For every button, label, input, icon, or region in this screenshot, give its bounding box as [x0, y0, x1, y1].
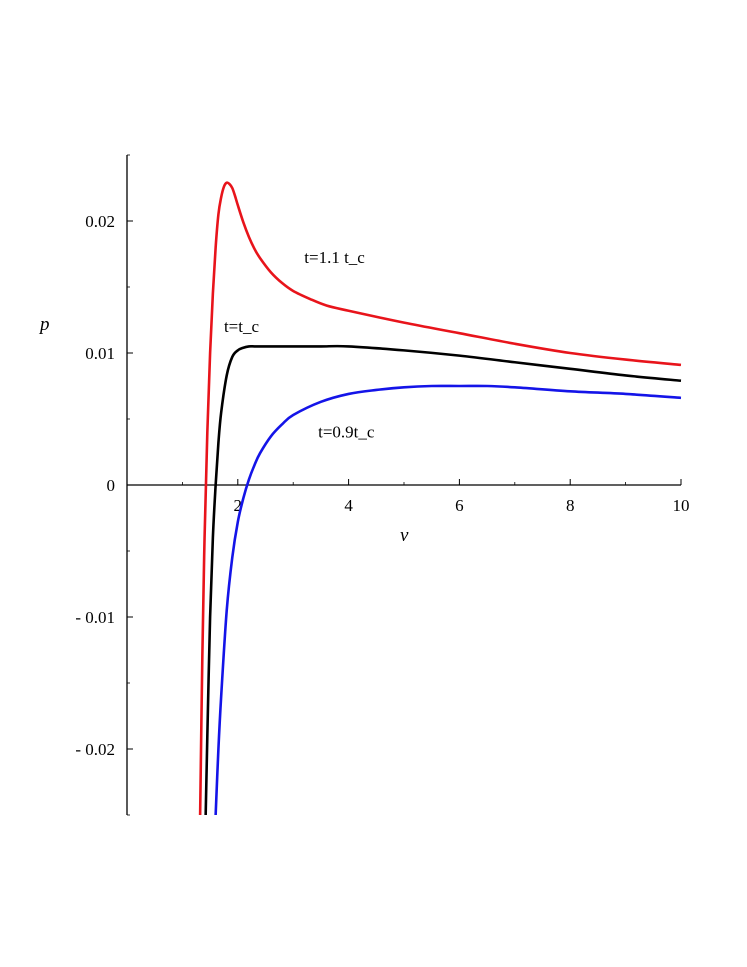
x-tick-label: 4 [344, 496, 353, 515]
curve-annotation: t=0.9t_c [318, 422, 375, 441]
x-axis-label: v [400, 525, 409, 546]
x-tick-label: 2 [234, 496, 243, 515]
series-group [198, 181, 682, 815]
series-line-2 [214, 384, 682, 815]
x-tick-label: 10 [673, 496, 690, 515]
annotations: t=1.1 t_c t=t_c t=0.9t_c [224, 248, 375, 441]
y-tick-label: 0.02 [85, 212, 115, 231]
x-tick-label: 6 [455, 496, 464, 515]
y-tick-label: 0.01 [85, 344, 115, 363]
x-tick-label: 8 [566, 496, 575, 515]
curve-annotation: t=1.1 t_c [304, 248, 365, 267]
x-axis-ticks: 2 4 6 8 10 [181, 479, 690, 515]
y-axis-label: p [38, 314, 50, 335]
y-tick-label: - 0.02 [75, 740, 115, 759]
y-tick-label: 0 [107, 476, 116, 495]
series-line-1 [204, 344, 682, 815]
y-axis-ticks: 0.02 0.01 0 - 0.01 - 0.02 [75, 154, 133, 816]
curve-annotation: t=t_c [224, 317, 260, 336]
y-tick-label: - 0.01 [75, 608, 115, 627]
series-line-0 [198, 181, 682, 815]
